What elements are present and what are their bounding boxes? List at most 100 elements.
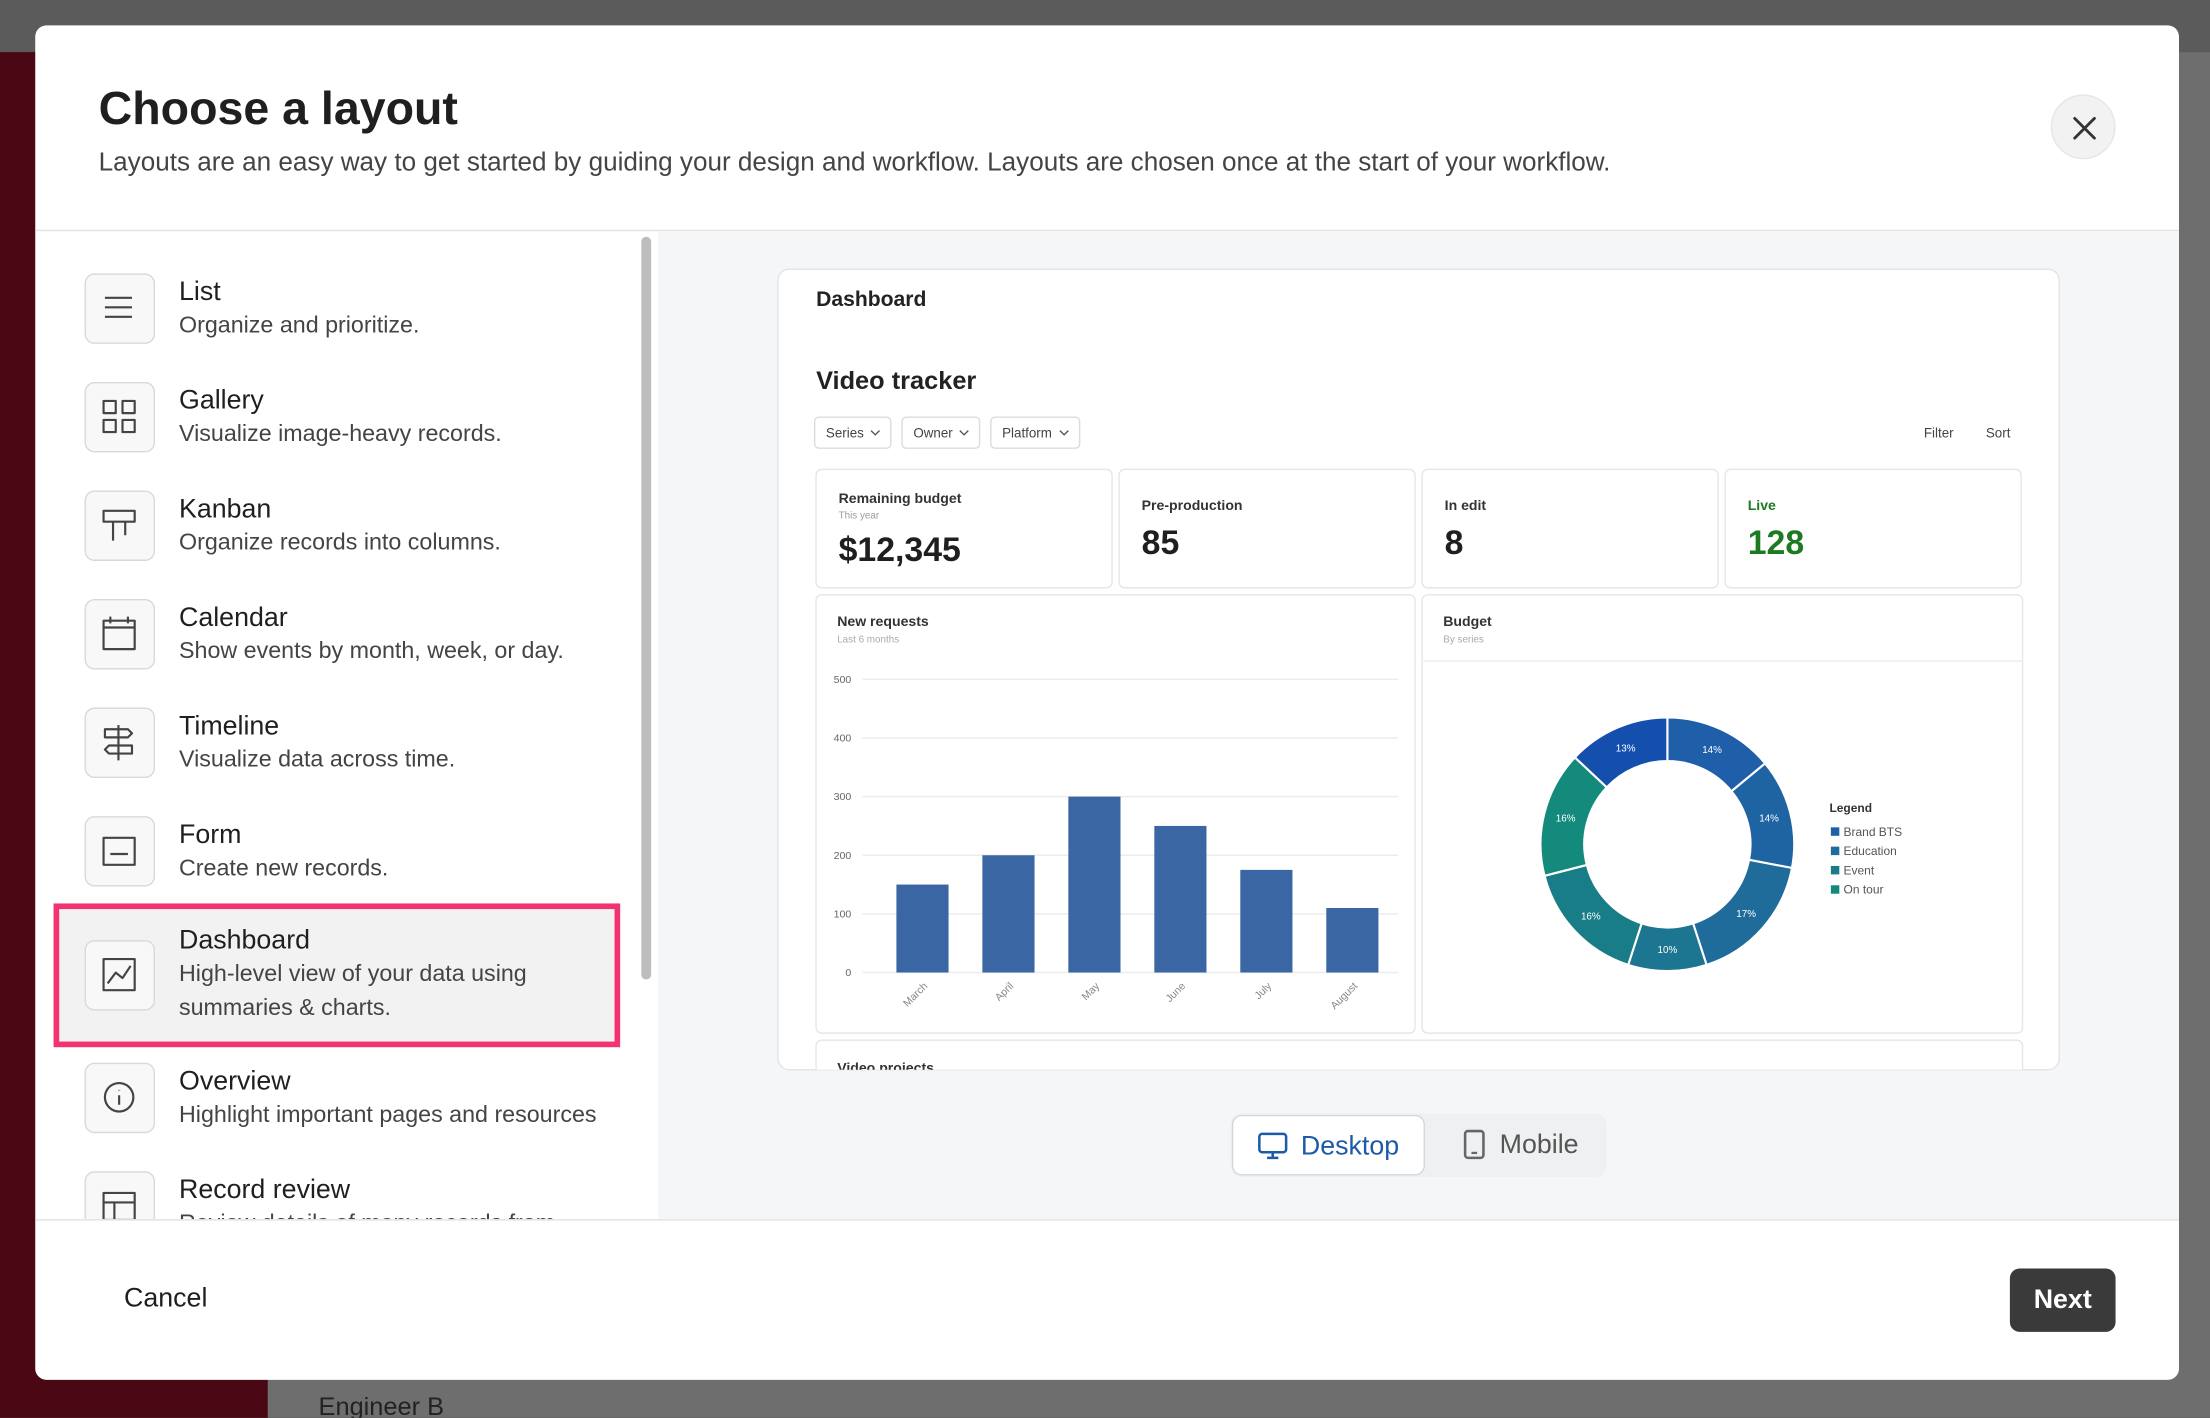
icon-glyph (104, 296, 132, 318)
close-button[interactable] (2050, 94, 2116, 160)
section-title: Video projects (837, 1060, 934, 1076)
layout-icon (84, 273, 156, 344)
filter-label: Series (826, 426, 864, 441)
layout-description: Organize records into columns. (178, 529, 501, 555)
layout-description: Create new records. (178, 854, 389, 881)
filter-label: Owner (913, 426, 953, 441)
icon-glyph (102, 509, 136, 541)
layout-icon (84, 599, 156, 670)
stat-value: $12,345 (839, 531, 961, 569)
y-tick-label: 500 (834, 674, 852, 686)
layout-title: Calendar (178, 602, 288, 633)
layout-option[interactable]: Overview Highlight important pages and re… (56, 1044, 617, 1153)
layout-title: Form (178, 819, 242, 850)
layout-text: Form Create new records. (179, 818, 388, 884)
chart-title: Budget (1443, 613, 1492, 629)
legend-swatch (1830, 827, 1840, 836)
icon-glyph (103, 725, 134, 761)
layout-title: Dashboard (178, 926, 311, 956)
layout-option[interactable]: Kanban Organize records into columns. (56, 472, 617, 581)
layout-title: Gallery (178, 385, 264, 416)
layout-option[interactable]: Form Create new records. (56, 798, 617, 907)
icon-glyph (102, 836, 136, 866)
stat-value: 128 (1748, 524, 1804, 562)
layout-title: Kanban (178, 494, 272, 524)
legend-swatch (1830, 865, 1840, 875)
icon-glyph (102, 399, 136, 434)
layout-text: Dashboard High-level view of your data us… (179, 925, 602, 1025)
stat-value: 85 (1142, 524, 1180, 562)
legend-label: Education (1844, 844, 1897, 858)
divider (35, 1219, 2179, 1221)
icon-glyph (102, 1191, 136, 1220)
divider (35, 229, 2179, 232)
layout-option[interactable]: Calendar Show events by month, week, or d… (56, 581, 617, 690)
layout-option[interactable]: List Organize and prioritize. (56, 255, 617, 364)
layout-text: Record reviewReview details of many reco… (179, 1173, 555, 1219)
layout-icon (84, 381, 156, 453)
donut-segment (1573, 716, 1669, 789)
layout-icon (84, 816, 156, 887)
stat-label: Remaining budget (839, 490, 962, 506)
close-icon (2073, 116, 2096, 140)
desktop-icon (1258, 1132, 1288, 1160)
layout-text: Timeline Visualize data across time. (179, 710, 455, 776)
filter-pill (990, 416, 1081, 449)
stat-card (1421, 468, 1719, 589)
layout-text: Gallery Visualize image-heavy records. (179, 384, 502, 450)
legend-label: On tour (1844, 883, 1884, 897)
view-toggle: Desktop Mobile (1230, 1113, 1607, 1177)
segment-label: 17% (1736, 909, 1756, 920)
cancel-button[interactable]: Cancel (124, 1283, 208, 1314)
chevron (870, 430, 880, 436)
layout-option[interactable]: Timeline Visualize data across time. (56, 689, 617, 798)
layout-option[interactable]: Gallery Visualize image-heavy records. (56, 364, 617, 473)
chart-subtitle: By series (1443, 635, 1484, 646)
layout-icon (84, 490, 156, 561)
legend-label: Event (1844, 863, 1875, 877)
preview-content: Dashboard Video tracker Series Owner Platfor… (813, 288, 2024, 1076)
layout-text: Calendar Show events by month, week, or d… (179, 601, 564, 667)
layout-option[interactable]: Dashboard High-level view of your data us… (53, 903, 621, 1048)
icon-glyph (102, 957, 136, 991)
legend-swatch (1830, 885, 1840, 894)
next-button[interactable]: Next (2009, 1268, 2116, 1332)
segment-label: 14% (1759, 814, 1779, 825)
mobile-button[interactable]: Mobile (1435, 1115, 1604, 1176)
layout-icon (84, 707, 156, 779)
y-tick-label: 300 (834, 791, 852, 803)
legend-title: Legend (1829, 801, 1872, 815)
scrollbar[interactable] (641, 236, 652, 980)
stat-value: 8 (1445, 524, 1464, 562)
icon-glyph (103, 1081, 135, 1113)
stat-card (1724, 468, 2022, 589)
stat-card (815, 468, 1113, 589)
mobile-icon (1463, 1129, 1485, 1160)
y-tick-label: 0 (845, 967, 851, 979)
desktop-button[interactable]: Desktop (1231, 1114, 1425, 1176)
bar (1240, 869, 1293, 973)
segment-label: 16% (1556, 814, 1576, 825)
layout-icon (84, 939, 156, 1010)
layout-description: Show events by month, week, or day. (178, 637, 564, 664)
stat-card (1118, 468, 1416, 589)
action-label: Sort (1986, 426, 2011, 441)
layout-option[interactable]: Record reviewReview details of many reco… (56, 1153, 617, 1220)
preview-page-title: Dashboard (816, 288, 926, 311)
action-label: Filter (1924, 426, 1954, 441)
legend-swatch (1830, 846, 1840, 856)
layout-description: Organize and prioritize. (178, 312, 420, 338)
layout-title: List (178, 276, 221, 307)
stat-label: In edit (1445, 497, 1487, 513)
bar (896, 884, 949, 973)
layout-icon (84, 1062, 156, 1134)
layout-description: High-level view of your data using summa… (178, 961, 527, 1021)
chevron (959, 430, 969, 436)
layout-title: Timeline (178, 711, 280, 741)
layout-text: Kanban Organize records into columns. (179, 493, 501, 559)
segment-label: 10% (1658, 945, 1678, 956)
section-card (815, 1039, 2024, 1070)
chart-subtitle: Last 6 months (837, 635, 899, 646)
